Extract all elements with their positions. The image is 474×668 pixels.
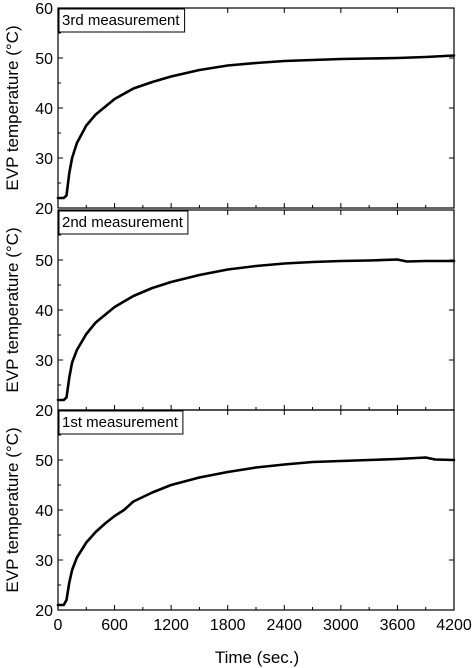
x-tick-label: 600 [101,617,128,634]
panel-label: 1st measurement [62,414,179,431]
y-tick-label: 40 [35,303,53,320]
x-axis-title: Time (sec.) [215,648,299,667]
y-tick-label: 50 [35,253,53,270]
y-tick-label: 20 [35,603,53,620]
plot-frame [57,7,455,209]
panel-label-box [58,210,189,235]
x-tick-label: 0 [54,617,63,634]
panel-label: 2nd measurement [62,214,184,231]
plot-frame [57,209,455,411]
y-tick-label: 40 [35,503,53,520]
panel-label-box [58,8,186,33]
y-tick-label: 20 [35,403,53,420]
panel-3: 20 30 40 50 0 600 1200 1800 2400 3000 3600 4200 EVP … [3,409,472,634]
y-axis-title: EVP temperature (°C) [3,227,22,392]
panel-label-box [58,410,184,435]
x-tick-label: 3600 [380,617,416,634]
data-line [56,456,456,607]
y-axis-title: EVP temperature (°C) [3,25,22,190]
y-tick-label: 60 [35,1,53,18]
data-line [56,54,456,200]
panel-1: 20 30 40 50 60 EVP temperature (°C) 3rd measur… [3,1,456,218]
x-tick-label: 4200 [436,617,472,634]
y-tick-label: 30 [35,353,53,370]
panel-label: 3rd measurement [62,12,180,29]
y-tick-label: 40 [35,101,53,118]
x-tick-label: 3000 [323,617,359,634]
plot-frame [57,409,455,611]
x-tick-label: 1200 [153,617,189,634]
x-tick-label: 2400 [266,617,302,634]
y-tick-label: 20 [35,201,53,218]
y-tick-label: 30 [35,151,53,168]
panel-2: 20 30 40 50 EVP temperature (°C) 2nd measurem… [3,209,456,420]
y-tick-label: 50 [35,51,53,68]
x-tick-label: 1800 [210,617,246,634]
y-tick-label: 30 [35,553,53,570]
data-line [56,258,456,402]
y-tick-label: 50 [35,453,53,470]
y-axis-title: EVP temperature (°C) [3,427,22,592]
